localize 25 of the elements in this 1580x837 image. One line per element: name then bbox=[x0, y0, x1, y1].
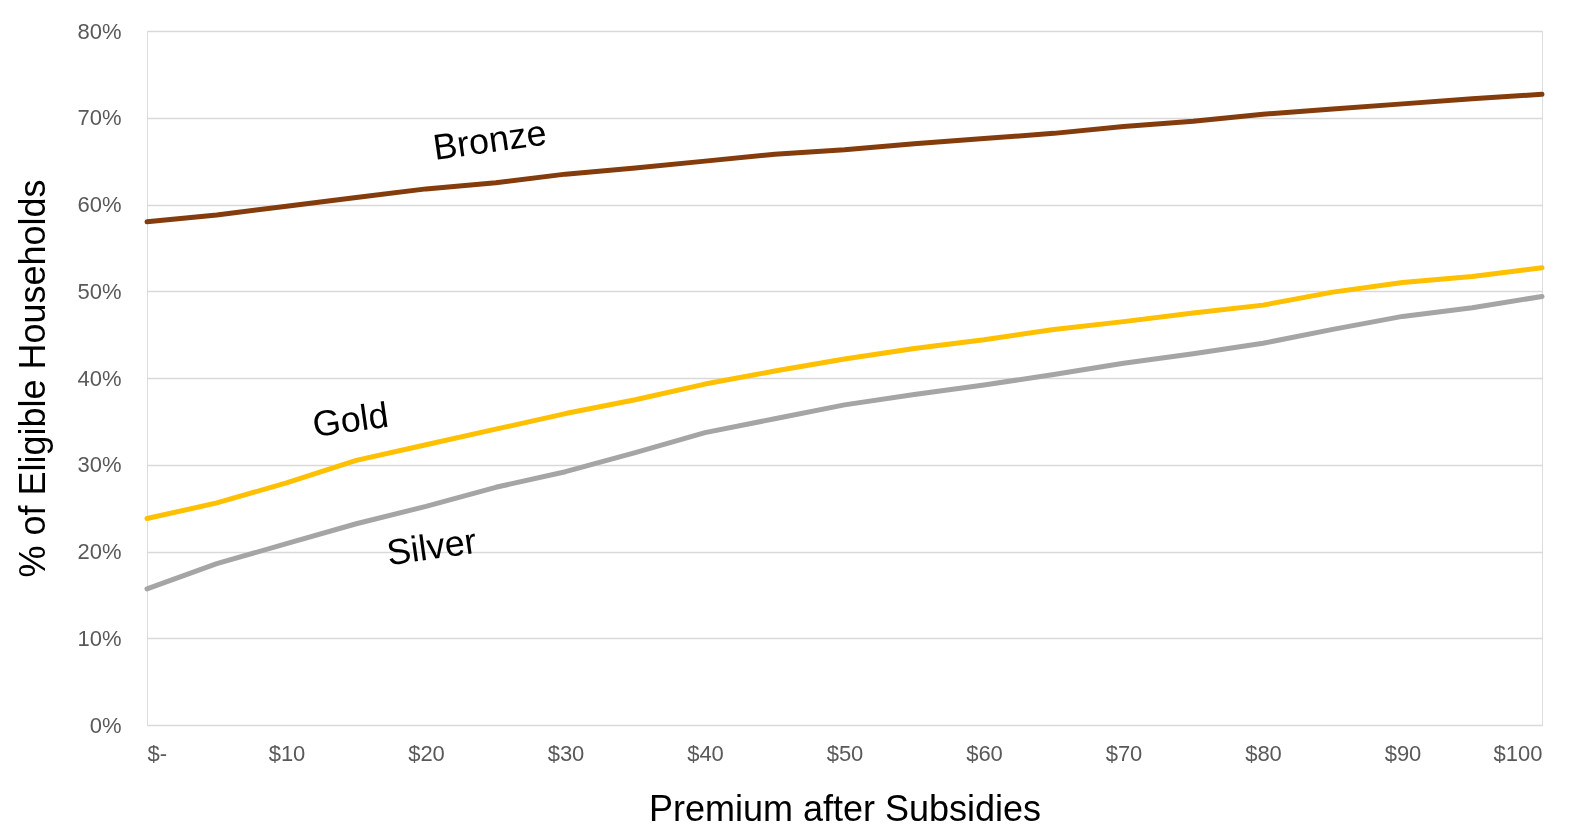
x-tick-label: $90 bbox=[1384, 740, 1422, 766]
x-tick-label: $60 bbox=[966, 740, 1003, 766]
y-tick-label: 80% bbox=[77, 18, 122, 44]
y-tick-label: 30% bbox=[77, 452, 122, 478]
x-tick-label: $100 bbox=[1493, 740, 1543, 766]
x-tick-label: $10 bbox=[268, 740, 306, 766]
y-axis-title: % of Eligible Households bbox=[12, 179, 54, 578]
y-tick-label: 20% bbox=[77, 539, 122, 564]
y-tick-label: 40% bbox=[77, 365, 122, 391]
y-tick-label: 60% bbox=[77, 192, 122, 217]
x-tick-label: $80 bbox=[1245, 740, 1282, 766]
y-tick-label: 70% bbox=[77, 105, 122, 131]
x-tick-label: $40 bbox=[687, 740, 724, 766]
x-axis-title: Premium after Subsidies bbox=[648, 787, 1042, 829]
text: Bronze bbox=[430, 111, 550, 168]
x-tick-label: $20 bbox=[408, 740, 445, 766]
x-tick-label: $30 bbox=[547, 740, 585, 766]
text: Silver bbox=[384, 519, 480, 574]
y-tick-label: 0% bbox=[89, 712, 122, 738]
x-tick-label: $50 bbox=[826, 740, 864, 766]
y-tick-label: 10% bbox=[77, 625, 122, 651]
x-tick-label: $- bbox=[147, 740, 168, 766]
y-tick-label: 50% bbox=[77, 278, 122, 304]
text: Gold bbox=[309, 393, 391, 445]
x-tick-label: $70 bbox=[1105, 740, 1143, 766]
